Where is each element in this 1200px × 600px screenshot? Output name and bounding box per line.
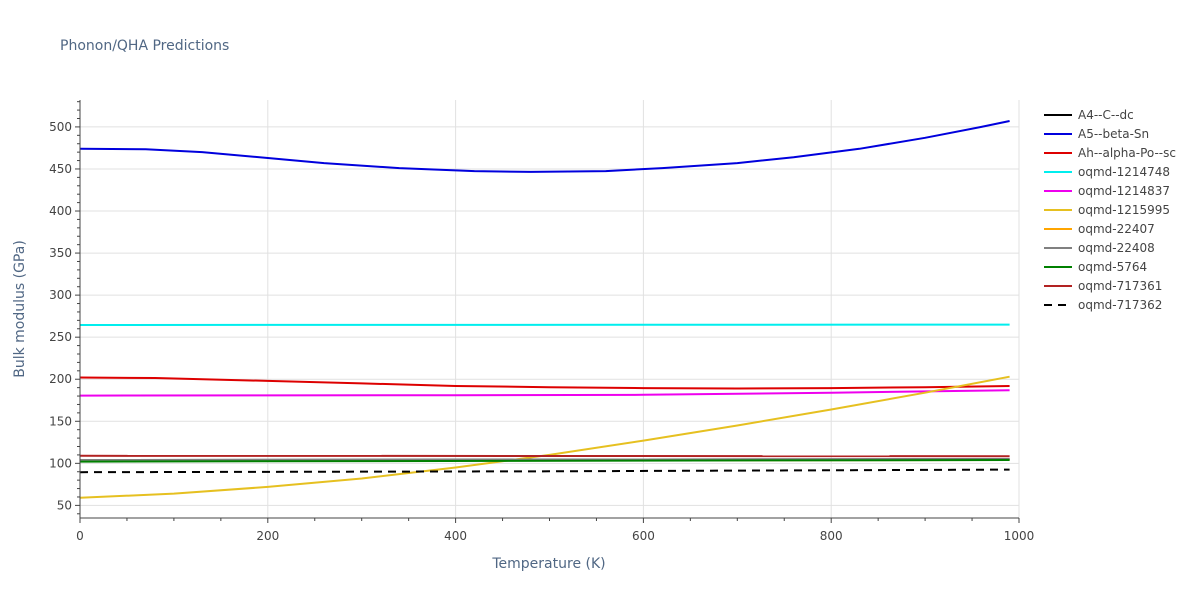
legend-label: oqmd-22408 <box>1078 241 1155 255</box>
y-tick-labels: 50 100 150 200 250 300 350 400 450 500 <box>49 120 72 512</box>
legend-item[interactable]: oqmd-717361 <box>1044 279 1162 293</box>
legend-label: oqmd-1215995 <box>1078 203 1170 217</box>
y-tick-label: 450 <box>49 162 72 176</box>
x-tick-label: 800 <box>820 529 843 543</box>
y-tick-label: 150 <box>49 414 72 428</box>
series-line-10 <box>79 468 1010 474</box>
y-tick-label: 400 <box>49 204 72 218</box>
legend-label: oqmd-717362 <box>1078 298 1162 312</box>
grid <box>80 100 1020 518</box>
legend-label: A4--C--dc <box>1078 108 1134 122</box>
legend-item[interactable]: oqmd-1214837 <box>1044 184 1170 198</box>
y-tick-label: 50 <box>57 498 72 512</box>
y-axis-title: Bulk modulus (GPa) <box>12 240 28 378</box>
series-line-2 <box>79 376 1010 390</box>
legend-item[interactable]: A5--beta-Sn <box>1044 127 1149 141</box>
series-line-4 <box>79 389 1010 397</box>
legend: A4--C--dc A5--beta-Sn Ah--alpha-Po--sc oqmd… <box>1044 108 1176 312</box>
y-tick-label: 300 <box>49 288 72 302</box>
series-group <box>79 120 1010 499</box>
legend-item[interactable]: oqmd-1215995 <box>1044 203 1170 217</box>
x-axis-title: Temperature (K) <box>491 556 605 572</box>
legend-item[interactable]: oqmd-22408 <box>1044 241 1155 255</box>
axes <box>75 100 1020 523</box>
y-tick-label: 250 <box>49 330 72 344</box>
y-tick-label: 350 <box>49 246 72 260</box>
y-tick-label: 500 <box>49 120 72 134</box>
legend-label: oqmd-22407 <box>1078 222 1155 236</box>
x-tick-label: 400 <box>444 529 467 543</box>
legend-item[interactable]: oqmd-22407 <box>1044 222 1155 236</box>
series-line-7 <box>79 458 1010 461</box>
x-tick-label: 1000 <box>1004 529 1035 543</box>
x-tick-label: 600 <box>632 529 655 543</box>
series-line-8 <box>79 459 1010 463</box>
legend-item[interactable]: oqmd-717362 <box>1044 298 1162 312</box>
legend-item[interactable]: A4--C--dc <box>1044 108 1134 122</box>
legend-label: oqmd-1214748 <box>1078 165 1170 179</box>
x-tick-label: 0 <box>76 529 84 543</box>
y-tick-label: 100 <box>49 456 72 470</box>
legend-item[interactable]: Ah--alpha-Po--sc <box>1044 146 1176 160</box>
legend-item[interactable]: oqmd-5764 <box>1044 260 1147 274</box>
series-line-1 <box>79 120 1010 173</box>
legend-label: oqmd-717361 <box>1078 279 1162 293</box>
legend-item[interactable]: oqmd-1214748 <box>1044 165 1170 179</box>
y-tick-label: 200 <box>49 372 72 386</box>
legend-label: A5--beta-Sn <box>1078 127 1149 141</box>
legend-label: oqmd-5764 <box>1078 260 1147 274</box>
x-tick-labels: 0 200 400 600 800 1000 <box>76 529 1034 543</box>
legend-label: oqmd-1214837 <box>1078 184 1170 198</box>
chart-title: Phonon/QHA Predictions <box>60 38 229 54</box>
series-line-5 <box>79 375 1010 499</box>
x-tick-label: 200 <box>256 529 279 543</box>
legend-label: Ah--alpha-Po--sc <box>1078 146 1176 160</box>
